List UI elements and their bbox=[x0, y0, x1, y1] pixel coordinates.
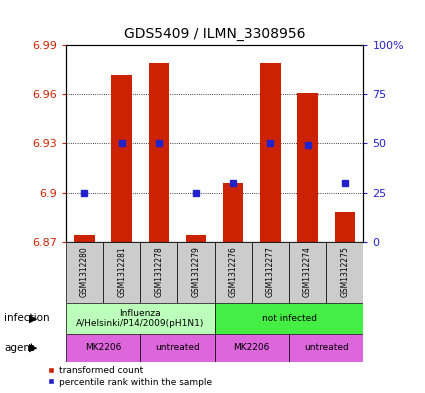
Bar bbox=[215, 334, 289, 362]
Text: GSM1312276: GSM1312276 bbox=[229, 246, 238, 298]
Text: Influenza
A/Helsinki/P14/2009(pH1N1): Influenza A/Helsinki/P14/2009(pH1N1) bbox=[76, 309, 204, 328]
Bar bbox=[140, 334, 215, 362]
Text: GSM1312277: GSM1312277 bbox=[266, 246, 275, 298]
Bar bbox=[289, 334, 363, 362]
Bar bbox=[103, 242, 140, 303]
Text: GSM1312280: GSM1312280 bbox=[80, 246, 89, 298]
Bar bbox=[289, 242, 326, 303]
Title: GDS5409 / ILMN_3308956: GDS5409 / ILMN_3308956 bbox=[124, 28, 306, 41]
Bar bbox=[74, 235, 95, 242]
Bar bbox=[66, 303, 215, 334]
Text: untreated: untreated bbox=[155, 343, 200, 352]
Text: untreated: untreated bbox=[304, 343, 348, 352]
Text: GSM1312281: GSM1312281 bbox=[117, 246, 126, 297]
Bar bbox=[149, 63, 169, 242]
Bar bbox=[66, 242, 103, 303]
Text: ▶: ▶ bbox=[29, 313, 37, 323]
Bar bbox=[223, 183, 244, 242]
Text: agent: agent bbox=[4, 343, 34, 353]
Bar bbox=[260, 63, 281, 242]
Bar bbox=[186, 235, 206, 242]
Bar bbox=[215, 303, 363, 334]
Text: GSM1312275: GSM1312275 bbox=[340, 246, 349, 298]
Bar bbox=[326, 242, 363, 303]
Text: GSM1312274: GSM1312274 bbox=[303, 246, 312, 298]
Bar bbox=[140, 242, 178, 303]
Text: not infected: not infected bbox=[261, 314, 317, 323]
Text: MK2206: MK2206 bbox=[85, 343, 121, 352]
Bar bbox=[334, 212, 355, 242]
Bar bbox=[298, 93, 318, 242]
Text: MK2206: MK2206 bbox=[234, 343, 270, 352]
Text: ▶: ▶ bbox=[29, 343, 37, 353]
Bar bbox=[111, 75, 132, 242]
Bar bbox=[252, 242, 289, 303]
Bar bbox=[215, 242, 252, 303]
Text: GSM1312279: GSM1312279 bbox=[192, 246, 201, 298]
Text: GSM1312278: GSM1312278 bbox=[154, 246, 163, 298]
Bar bbox=[178, 242, 215, 303]
Text: infection: infection bbox=[4, 313, 50, 323]
Bar bbox=[66, 334, 140, 362]
Legend: transformed count, percentile rank within the sample: transformed count, percentile rank withi… bbox=[47, 366, 212, 387]
